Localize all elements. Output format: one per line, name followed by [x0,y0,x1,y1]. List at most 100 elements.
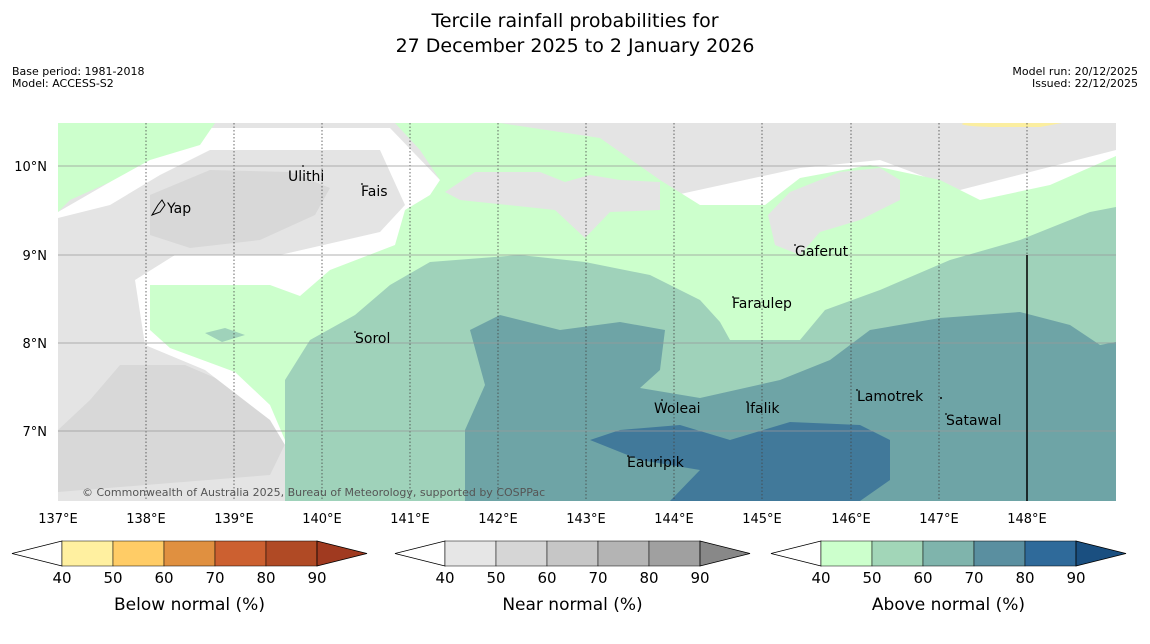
graticule [58,123,1116,501]
colorbar-label: Above normal (%) [872,595,1025,615]
lon-tick-label: 140°E [302,512,342,527]
place-marker [361,183,363,185]
colorbar-tick: 40 [811,569,830,587]
colorbar-tick: 70 [205,569,224,587]
lon-tick-label: 143°E [566,512,606,527]
colorbar-tick: 50 [103,569,122,587]
place-label-woleai: Woleai [654,401,701,417]
colorbar-tick: 60 [154,569,173,587]
lat-tick-label: 9°N [23,249,48,264]
place-marker [627,455,629,457]
colorbar-tick: 90 [307,569,326,587]
near-normal-region [445,172,660,238]
colorbar-extension-high [1075,540,1127,567]
colorbar-segment [61,540,114,567]
lon-tick-label: 142°E [478,512,518,527]
above-normal-region [590,422,890,501]
lon-tick-label: 138°E [126,512,166,527]
colorbar-tick: 60 [537,569,556,587]
colorbar-tick: 70 [964,569,983,587]
colorbar-tick: 80 [1015,569,1034,587]
place-marker [794,244,796,246]
lon-tick-label: 141°E [390,512,430,527]
colorbar-label: Near normal (%) [502,595,642,615]
colorbar-segment [444,540,497,567]
colorbar-segment [922,540,975,567]
colorbar-tick: 70 [588,569,607,587]
colorbar-segment [871,540,924,567]
axis-labels: 137°E 138°E 139°E 140°E 141°E 142°E 143°E 144°E… [14,160,1047,527]
colorbar-segment [546,540,599,567]
place-marker [856,389,858,391]
place-labels: Ulithi Fais Yap Gaferut Faraulep Sorol Lamotre… [166,165,1001,471]
near-normal-region [58,365,288,492]
colorbar-label: Below normal (%) [114,595,265,615]
colorbar-segment [495,540,548,567]
lon-tick-label: 144°E [654,512,694,527]
lon-tick-label: 137°E [38,512,78,527]
place-label-faraulep: Faraulep [732,296,792,312]
colorbar-segment [214,540,267,567]
lon-tick-label: 148°E [1007,512,1047,527]
place-label-sorol: Sorol [355,331,390,347]
lat-tick-label: 10°N [14,160,47,175]
base-period: Base period: 1981-2018 [12,65,145,78]
colorbar-segment [597,540,650,567]
lon-tick-label: 145°E [742,512,782,527]
above-normal-region [58,123,215,212]
place-label-satawal: Satawal [946,413,1001,429]
map-field [58,123,1116,501]
place-label-gaferut: Gaferut [795,244,849,260]
colorbar-segment [820,540,873,567]
colorbar-segment [265,540,318,567]
colorbar-extension-low [770,540,822,567]
yap-island-icon [150,199,166,216]
place-marker [746,401,748,403]
near-normal-region [768,168,900,255]
colorbar-segment [163,540,216,567]
place-label-ifalik: Ifalik [746,401,780,417]
lon-tick-label: 139°E [214,512,254,527]
colorbar-tick: 80 [256,569,275,587]
place-label-lamotrek: Lamotrek [857,389,924,405]
place-marker [661,399,663,401]
place-marker [302,165,304,167]
colorbars: 40 50 60 70 80 90 Below normal (%) 40 50 60 70 80 90… [11,540,1127,615]
copyright-text: © Commonwealth of Australia 2025, Bureau… [82,486,545,499]
colorbar-tick: 90 [1066,569,1085,587]
colorbar-tick: 60 [913,569,932,587]
colorbar-extension-low [394,540,446,567]
place-marker [732,296,734,298]
colorbar-segment [1024,540,1077,567]
lon-tick-label: 146°E [831,512,871,527]
colorbar-extension-high [699,540,751,567]
colorbar-tick: 50 [862,569,881,587]
lat-tick-label: 7°N [23,425,48,440]
colorbar-tick: 40 [52,569,71,587]
place-label-ulithi: Ulithi [288,169,324,185]
chart-title-line2: 27 December 2025 to 2 January 2026 [395,35,755,57]
place-label-yap: Yap [166,201,191,217]
colorbar-segment [112,540,165,567]
colorbar-extension-low [11,540,63,567]
colorbar-tick: 40 [435,569,454,587]
chart-title-line1: Tercile rainfall probabilities for [431,10,719,32]
model-run: Model run: 20/12/2025 [1012,65,1138,78]
colorbar-segment [973,540,1026,567]
near-normal-region [150,170,330,248]
lon-tick-label: 147°E [919,512,959,527]
place-label-eauripik: Eauripik [627,455,685,471]
place-marker [945,413,947,415]
place-marker [354,331,356,333]
model-name: Model: ACCESS-S2 [12,77,114,90]
lat-tick-label: 8°N [23,337,48,352]
colorbar-tick: 90 [690,569,709,587]
colorbar-tick: 50 [486,569,505,587]
colorbar-tick: 80 [639,569,658,587]
issued-date: Issued: 22/12/2025 [1031,77,1138,90]
colorbar-extension-high [316,540,368,567]
below-normal-region [962,123,1038,127]
place-marker [940,397,942,399]
colorbar-segment [648,540,701,567]
